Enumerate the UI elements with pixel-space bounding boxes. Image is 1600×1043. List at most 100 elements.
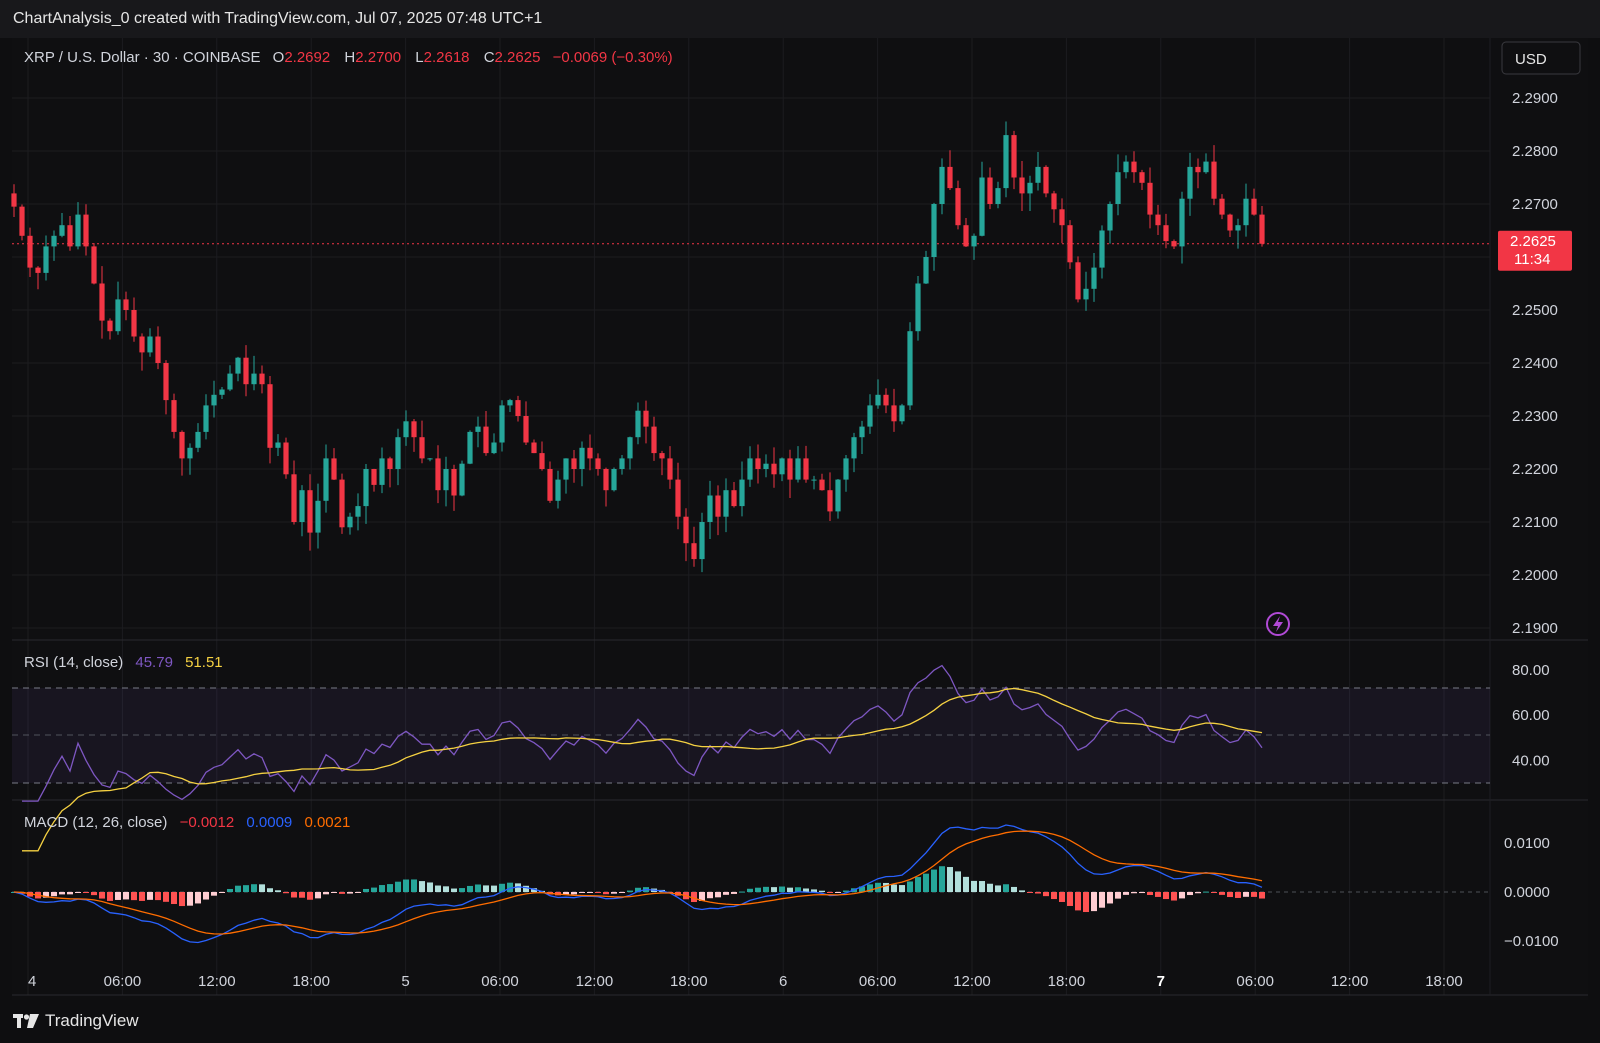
macd-hist-bar <box>531 888 537 892</box>
candle-body <box>1227 214 1233 231</box>
macd-hist-bar <box>747 888 753 892</box>
lightning-icon[interactable] <box>1266 612 1290 636</box>
candle-body <box>555 479 561 501</box>
candle-body <box>755 458 761 469</box>
macd-signal-value: 0.0021 <box>304 814 350 831</box>
chart-caption: ChartAnalysis_0 created with TradingView… <box>13 10 543 27</box>
macd-hist-bar <box>1163 892 1169 900</box>
macd-hist-bar <box>83 892 89 893</box>
open-label: O <box>273 49 285 66</box>
candle-body <box>1203 161 1209 173</box>
rsi-series <box>22 664 1263 852</box>
candle-body <box>51 235 57 247</box>
macd-hist-bar <box>1235 892 1241 898</box>
time-tick-label: 18:00 <box>1048 973 1086 990</box>
time-tick-label: 18:00 <box>670 973 708 990</box>
macd-hist-bar <box>235 885 241 892</box>
macd-hist-bar <box>267 888 273 892</box>
candle-body <box>339 479 345 528</box>
macd-hist-bar <box>1043 892 1049 897</box>
candle-body <box>691 543 697 560</box>
candle-body <box>171 400 177 432</box>
candle-body <box>1043 166 1049 194</box>
macd-hist-bar <box>307 892 313 900</box>
candle-body <box>1179 198 1185 247</box>
candle-body <box>875 394 881 406</box>
price-tick-label: 2.1900 <box>1512 620 1558 637</box>
macd-hist-bar <box>1083 892 1089 913</box>
last-price-value: 2.2625 <box>1510 233 1556 250</box>
macd-hist-bar <box>51 892 57 897</box>
candle-body <box>107 320 113 332</box>
candle-body <box>363 469 369 507</box>
candle-body <box>651 426 657 454</box>
macd-hist-bar <box>1059 892 1065 902</box>
candle-body <box>1027 182 1033 194</box>
last-price-tag: 2.2625 11:34 <box>1498 230 1572 271</box>
candle-body <box>763 463 769 469</box>
low-label: L <box>415 49 423 66</box>
macd-hist-bar <box>187 892 193 906</box>
currency-label: USD <box>1515 51 1547 68</box>
currency-button[interactable]: USD <box>1501 41 1581 75</box>
time-tick-label: 12:00 <box>1331 973 1369 990</box>
candle-body <box>883 394 889 406</box>
chart-canvas[interactable]: 2.29002.28002.27002.26002.25002.24002.23… <box>0 0 1600 1000</box>
macd-hist-bar <box>891 884 897 892</box>
macd-hist-bar <box>195 892 201 904</box>
candle-body <box>291 474 297 522</box>
macd-hist-bar <box>451 888 457 892</box>
macd-hist-bar <box>699 892 705 901</box>
price-tick-label: 2.2100 <box>1512 514 1558 531</box>
candle-body <box>43 246 49 273</box>
candle-body <box>843 458 849 480</box>
candle-body <box>979 177 985 236</box>
macd-hist-bar <box>515 883 521 892</box>
candle-body <box>547 469 553 501</box>
macd-hist-bar <box>595 892 601 893</box>
macd-hist-bar <box>963 876 969 892</box>
rsi-line <box>22 664 1263 802</box>
macd-hist-bar <box>715 892 721 898</box>
candle-body <box>243 357 249 385</box>
macd-hist-bar <box>179 892 185 907</box>
candle-body <box>723 490 729 517</box>
candle-body <box>731 490 737 507</box>
candle-body <box>443 469 449 491</box>
candle-body <box>827 490 833 512</box>
candle-body <box>899 405 905 422</box>
candle-body <box>1187 166 1193 199</box>
macd-hist-bar <box>755 887 761 892</box>
candle-body <box>787 458 793 480</box>
candle-body <box>475 426 481 432</box>
candle-body <box>283 442 289 475</box>
macd-hist-bar <box>691 892 697 903</box>
macd-hist-bar <box>467 885 473 892</box>
candle-body <box>267 384 273 448</box>
macd-hist-bar <box>483 885 489 892</box>
macd-hist-bar <box>819 890 825 892</box>
candle-body <box>371 469 377 485</box>
macd-hist-bar <box>147 892 153 900</box>
candle-body <box>635 410 641 438</box>
brand-name: TradingView <box>45 1011 139 1030</box>
candle-body <box>739 479 745 507</box>
candle-body <box>627 437 633 459</box>
candle-body <box>1075 262 1081 300</box>
macd-hist-bar <box>1011 886 1017 892</box>
price-tick-label: 2.2700 <box>1512 196 1558 213</box>
candle-body <box>203 405 209 432</box>
candle-body <box>523 416 529 443</box>
macd-hist-bar <box>571 892 577 895</box>
candle-body <box>1235 225 1241 231</box>
candle-body <box>1011 135 1017 178</box>
rsi-value: 45.79 <box>135 654 173 671</box>
change-value: −0.0069 (−0.30%) <box>553 49 673 66</box>
macd-hist-bar <box>155 892 161 901</box>
macd-hist-bar <box>1147 892 1153 895</box>
candle-body <box>1259 214 1265 244</box>
candle-body <box>563 458 569 480</box>
tradingview-logo[interactable]: TradingView <box>13 1011 139 1031</box>
macd-hist-bar <box>75 892 81 893</box>
candle-body <box>683 516 689 544</box>
